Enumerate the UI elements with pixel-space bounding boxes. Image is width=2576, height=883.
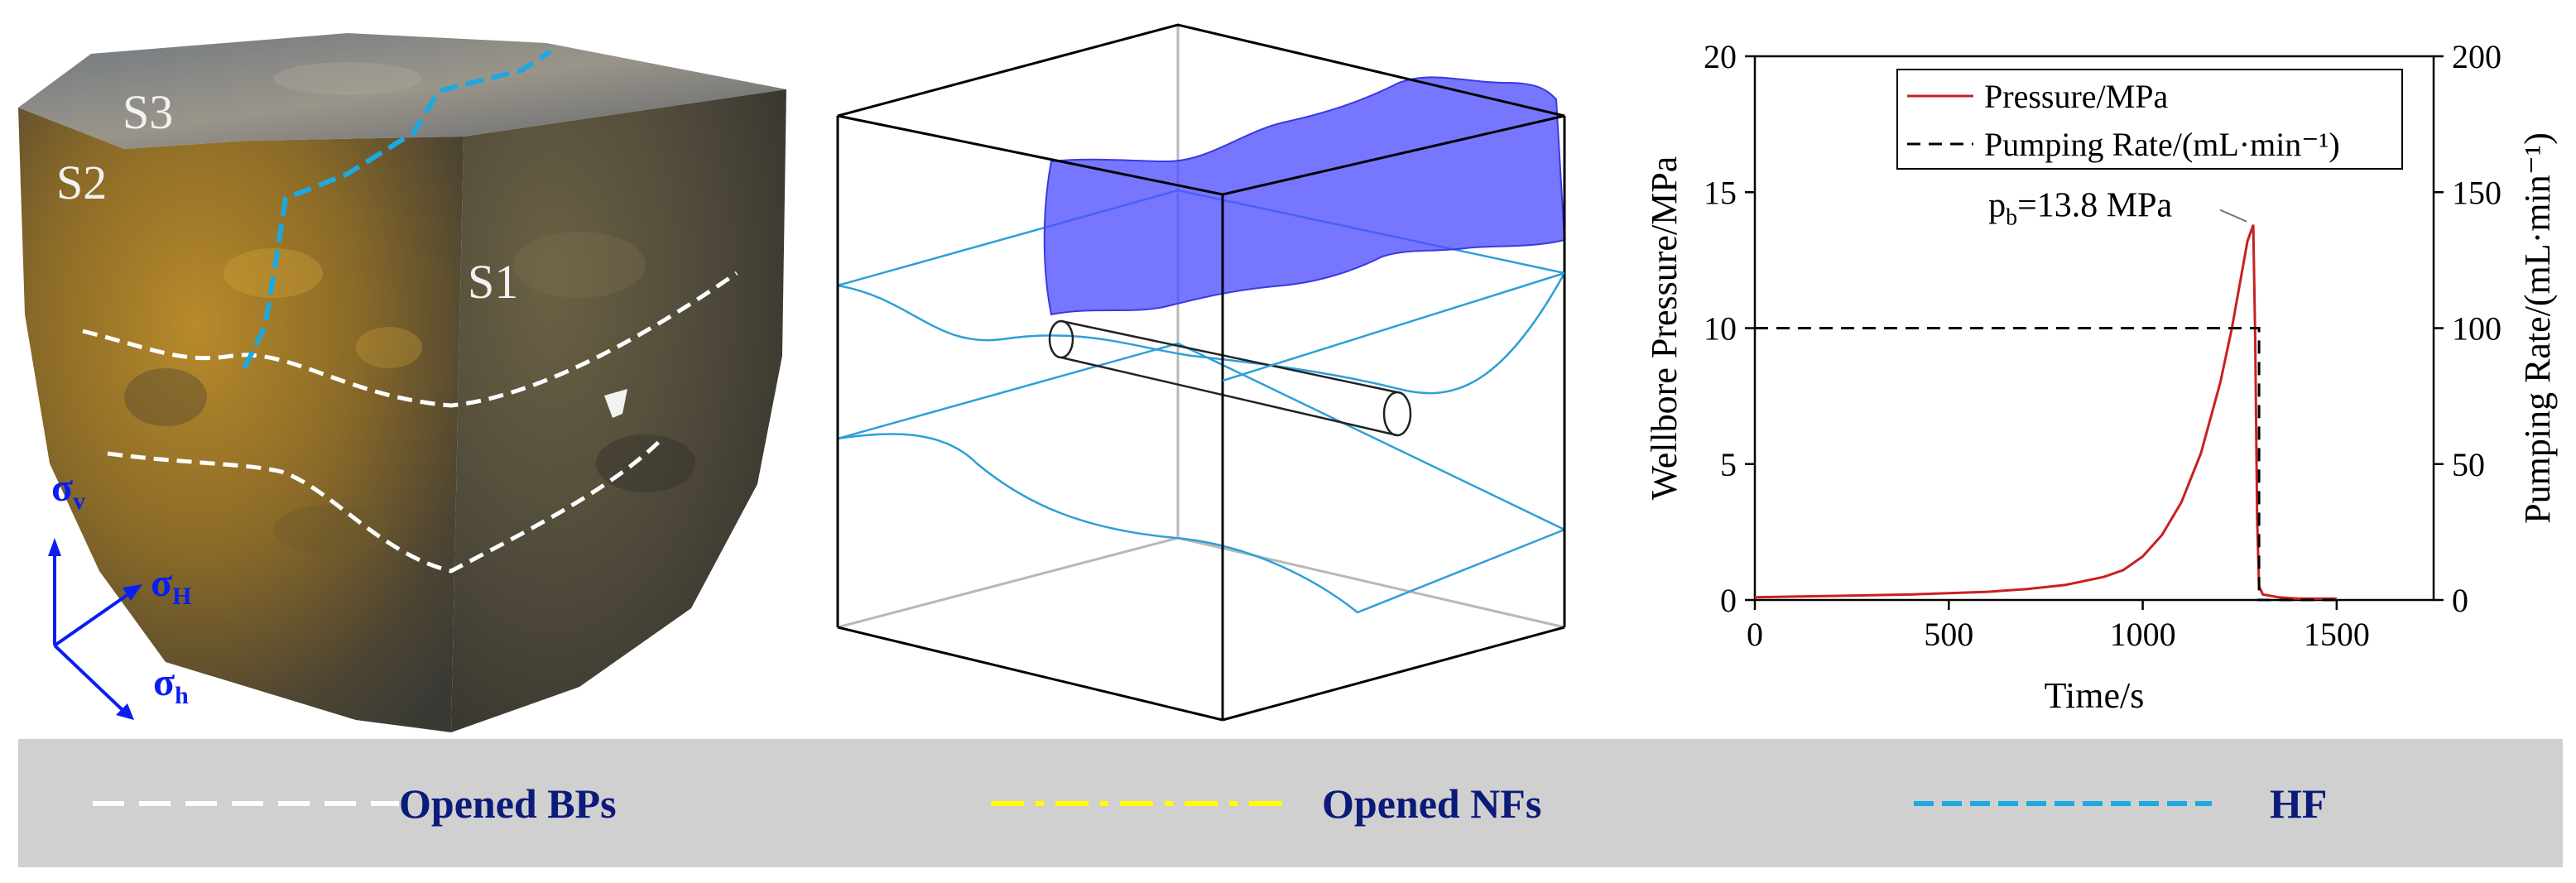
x-tick-label: 1500 <box>2304 616 2370 653</box>
fracture-model-panel <box>819 0 1589 737</box>
series-line-0 <box>1754 224 2337 600</box>
x-tick-label: 0 <box>1747 616 1763 653</box>
stress-axes <box>48 538 142 720</box>
sigma-h-min-label: σh <box>153 660 189 709</box>
y-tick-label: 20 <box>1704 38 1737 75</box>
y-tick-label: 0 <box>1720 582 1737 619</box>
y-tick-label: 15 <box>1704 174 1737 211</box>
legend-swatch-hf <box>1914 800 2212 806</box>
wellbore-end-near <box>1382 391 1412 437</box>
legend-label-hf: HF <box>2270 780 2328 827</box>
rock-specimen-panel: S3 S2 S1 σv σH σh <box>0 0 811 737</box>
rock-top-face <box>18 33 786 149</box>
face-label-s2: S2 <box>56 156 107 209</box>
x-axis-title: Time/s <box>2045 675 2145 716</box>
pressure-chart: 0 500 1000 150005101520050100150200Time/sWe… <box>1644 38 2558 716</box>
legend-swatch-opened-bps <box>93 800 399 806</box>
y-tick-label: 5 <box>1720 446 1737 483</box>
y-tick-label: 10 <box>1704 310 1737 348</box>
bp-trace-lower <box>107 437 664 573</box>
wellbore-end-far <box>1048 319 1074 359</box>
legend-item-opened-bps: Opened BPs <box>93 739 617 867</box>
legend-label-opened-bps: Opened BPs <box>399 780 617 827</box>
legend-swatch-opened-nfs <box>991 800 1289 806</box>
box-visible-edges <box>836 23 1566 722</box>
rock-texture <box>124 62 695 554</box>
y2-tick-label: 100 <box>2452 310 2502 348</box>
rock-marker <box>604 389 627 418</box>
bedding-plane-upper-left <box>837 272 1566 395</box>
fracture-model-figure <box>836 23 1566 722</box>
chart-legend-label-0: Pressure/MPa <box>1984 78 2168 115</box>
y2-tick-label: 200 <box>2452 38 2502 75</box>
y2-axis-title: Pumping Rate/(mL·min⁻¹) <box>2517 132 2558 524</box>
x-tick-label: 1000 <box>2110 616 2176 653</box>
face-label-s1: S1 <box>468 255 518 309</box>
legend-item-hf: HF <box>1914 739 2327 867</box>
x-tick-label: 500 <box>1924 616 1973 653</box>
annotation-leader <box>2219 209 2247 223</box>
face-label-s3: S3 <box>123 85 173 139</box>
chart-legend-box <box>1896 69 2403 170</box>
rock-specimen-figure: S3 S2 S1 σv σH σh <box>18 33 786 732</box>
bp-trace-upper <box>82 271 738 408</box>
series-line-1 <box>1755 327 2337 602</box>
pressure-chart-panel: 0 500 1000 1500 0 5 10 15 20 0 50 100 150 200 Time/s We… <box>1598 0 2576 737</box>
legend-label-opened-nfs: Opened NFs <box>1322 780 1542 827</box>
rock-front-face <box>18 108 464 732</box>
annotation-label: pb=13.8 MPa <box>1988 187 2172 231</box>
hf-trace <box>242 49 552 370</box>
sigma-v-label: σv <box>51 466 85 515</box>
bedding-plane-upper-front <box>1222 271 1565 382</box>
hydraulic-fracture-surface <box>1043 76 1566 316</box>
y2-tick-label: 150 <box>2452 174 2502 211</box>
sigma-h-max-label: σH <box>151 561 191 610</box>
chart-legend-label-1: Pumping Rate/(mL·min⁻¹) <box>1984 126 2340 163</box>
trace-legend-bar: Opened BPs Opened NFs HF <box>18 739 2563 867</box>
y-axis-title: Wellbore Pressure/MPa <box>1644 156 1684 501</box>
bedding-plane-lower-back <box>837 342 1565 531</box>
y2-tick-label: 0 <box>2452 582 2468 619</box>
wellbore <box>1048 319 1412 437</box>
y2-tick-label: 50 <box>2452 446 2485 483</box>
bedding-plane-lower-left <box>837 433 1565 614</box>
legend-item-opened-nfs: Opened NFs <box>991 739 1541 867</box>
